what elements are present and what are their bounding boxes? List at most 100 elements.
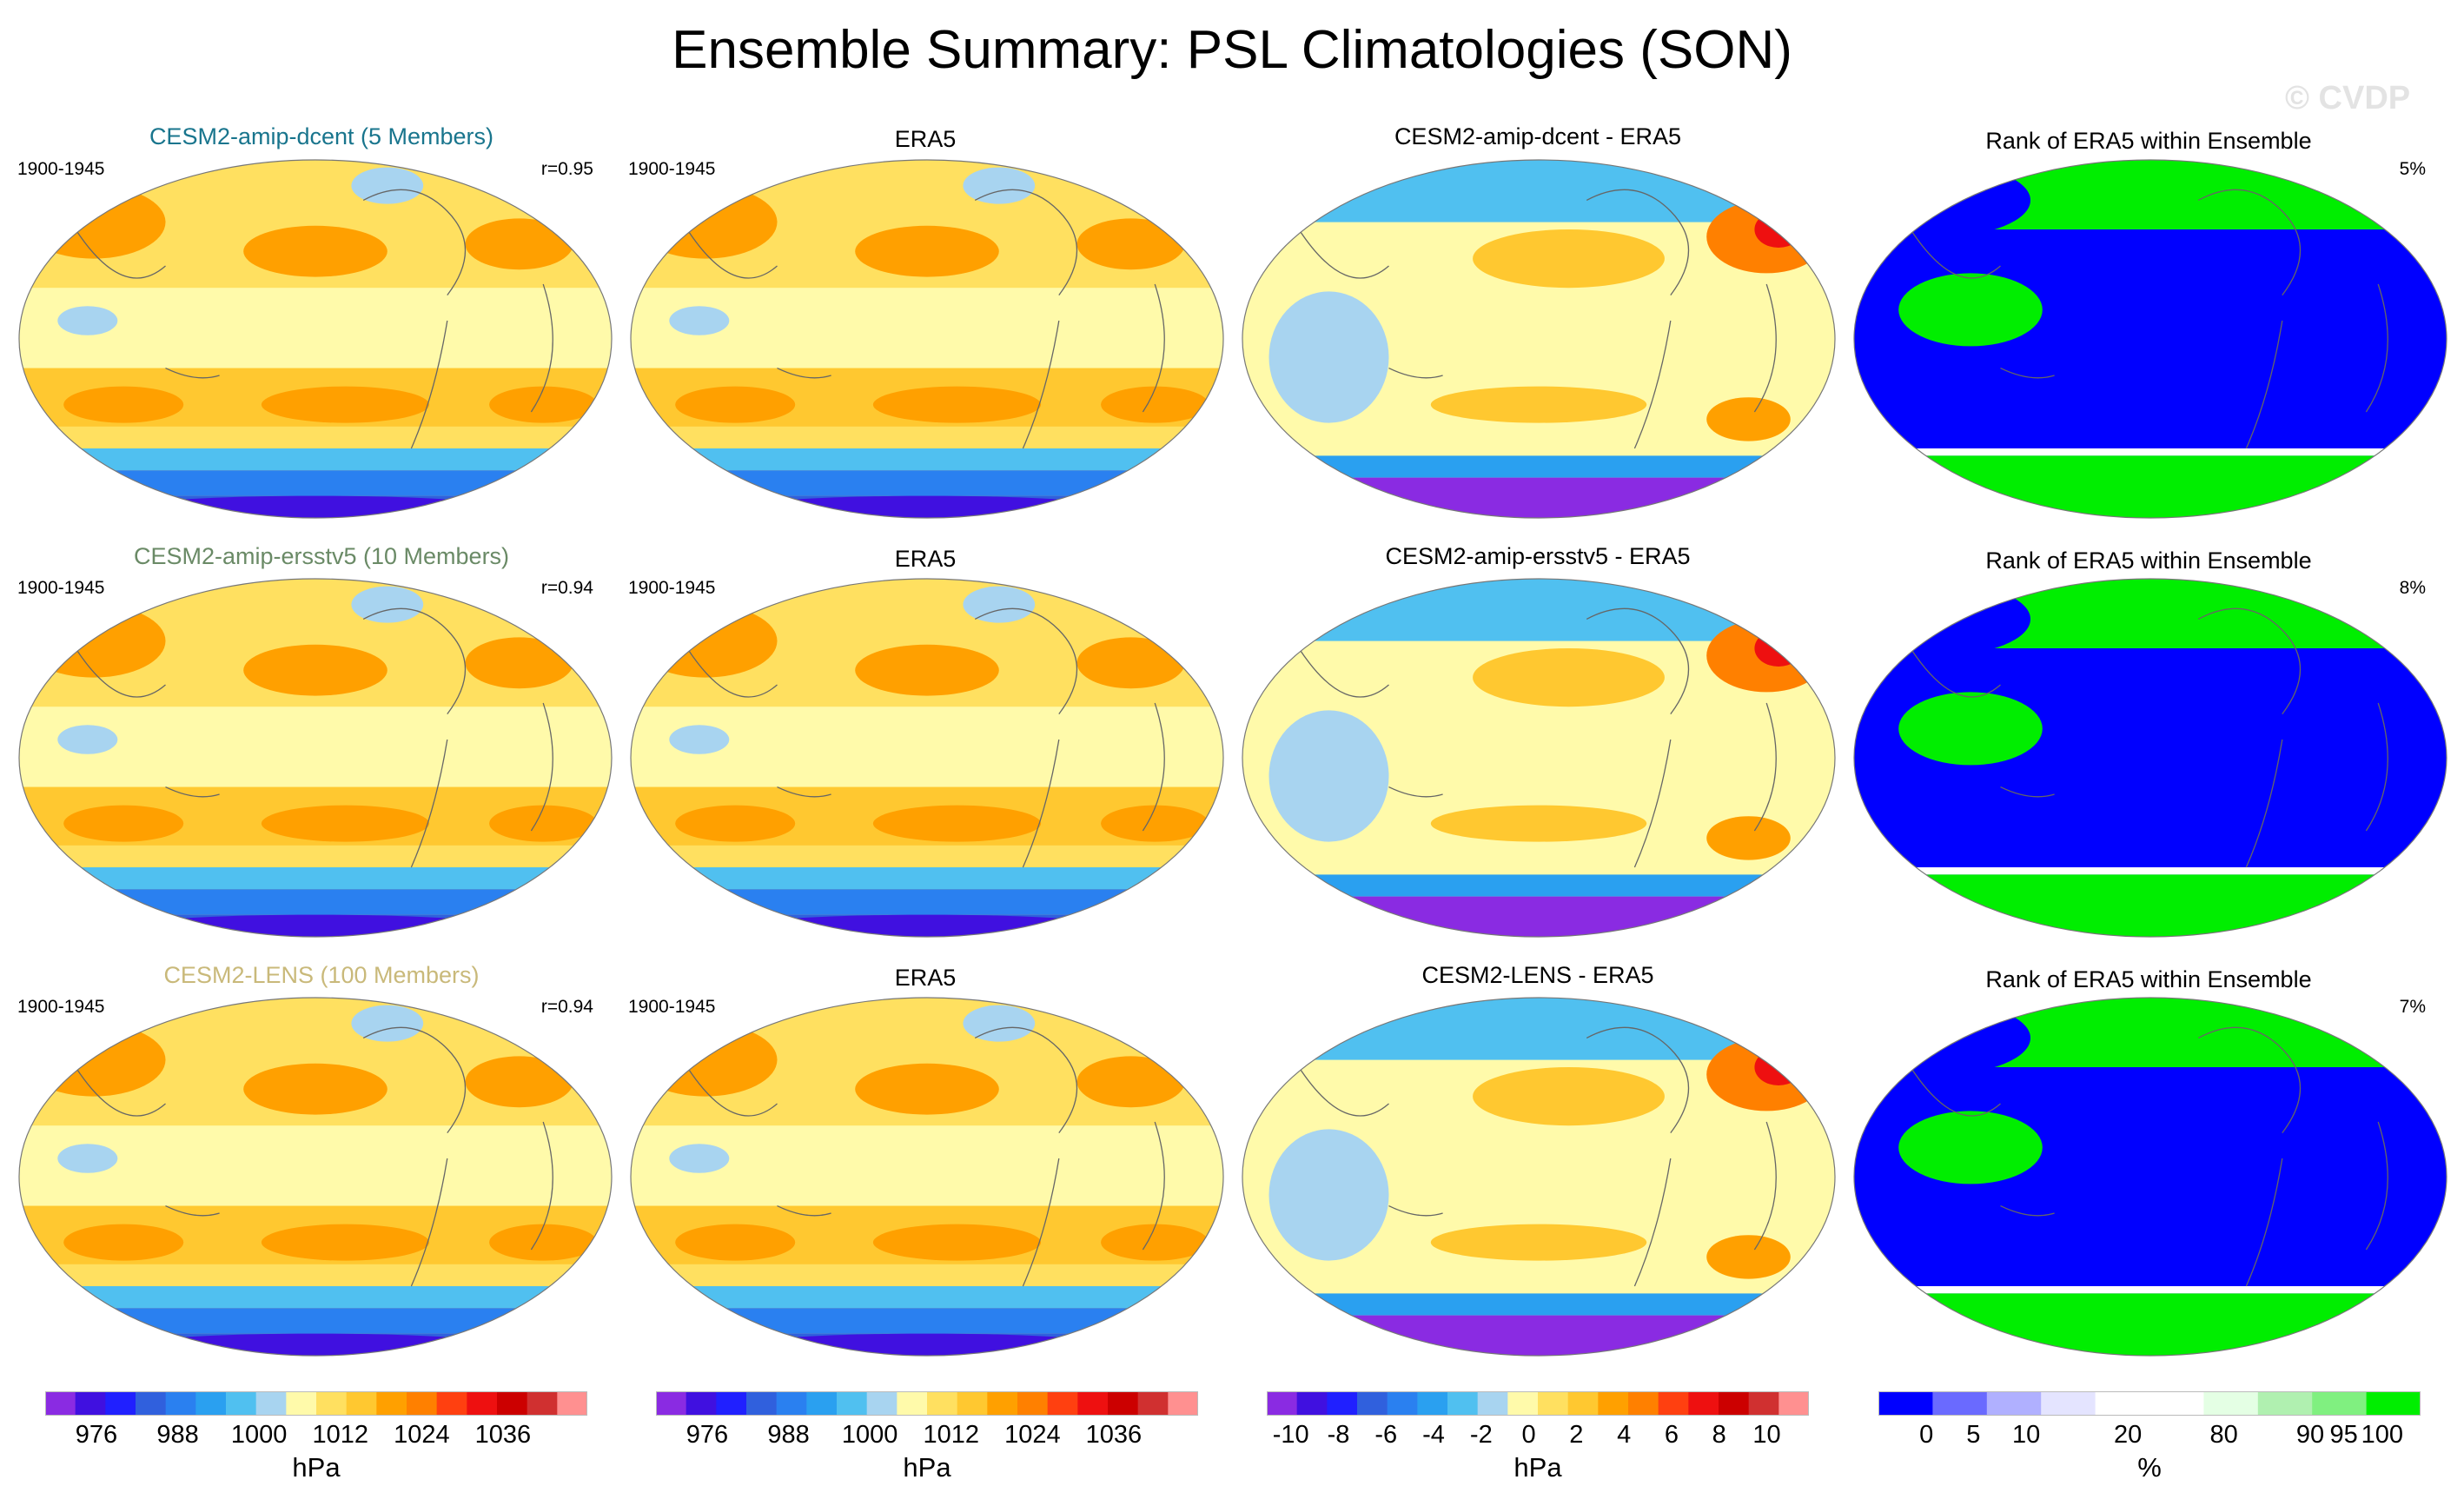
colorbar-box	[75, 1391, 106, 1416]
subpolar-trough	[19, 867, 612, 890]
coastline	[1022, 739, 1060, 868]
colorbar-box	[1387, 1391, 1418, 1416]
colorbar-box	[165, 1391, 196, 1416]
aleutian-low	[351, 1005, 424, 1042]
psl-colorbar-ensemble: 976 988 1000 1012 1024 1036 hPa	[45, 1391, 587, 1483]
obs-title: ERA5	[894, 126, 957, 152]
subtropical-high	[1101, 805, 1209, 842]
rank-low-region	[1854, 163, 2030, 237]
colorbar-box	[1778, 1391, 1809, 1416]
coastline	[1753, 283, 1777, 413]
correlation-label: r=0.94	[540, 997, 593, 1017]
aleutian-low	[963, 1005, 1036, 1042]
colorbar-box	[1168, 1391, 1198, 1416]
colorbar-box	[1507, 1391, 1539, 1416]
colorbar-box	[866, 1391, 898, 1416]
colorbar-box	[656, 1391, 687, 1416]
colorbar-boxes	[1267, 1391, 1809, 1416]
map-border	[18, 997, 613, 1357]
subtropical-high	[489, 805, 598, 842]
subtropical-high	[261, 805, 430, 842]
rank-title: Rank of ERA5 within Ensemble	[1985, 547, 2312, 574]
coastline	[165, 786, 220, 798]
colorbar-box	[226, 1391, 257, 1416]
continental-high	[21, 604, 166, 678]
colorbar-tick-label: 95	[2329, 1421, 2358, 1449]
colorbar-tick-label: 1024	[1004, 1421, 1061, 1449]
subtropical-high	[1101, 386, 1209, 423]
rank-high-region	[1898, 273, 2043, 347]
coastline	[777, 368, 831, 379]
subpolar-trough	[19, 1286, 612, 1309]
continental-high	[633, 604, 778, 678]
circumpolar-low	[747, 495, 1107, 518]
rank-mid-region	[1854, 867, 2447, 875]
low-pressure-cell	[669, 725, 730, 754]
coastline	[1633, 320, 1672, 449]
coastline	[974, 189, 1077, 295]
positive-anomaly	[1754, 630, 1803, 667]
figure-title: Ensemble Summary: PSL Climatologies (SON…	[672, 20, 1792, 80]
coastline	[1388, 368, 1443, 379]
colorbar-box	[1267, 1391, 1298, 1416]
low-pressure-cell	[57, 1144, 118, 1173]
coastline	[1298, 647, 1389, 698]
colorbar-box	[1447, 1391, 1479, 1416]
colorbar-boxes	[1878, 1391, 2421, 1416]
ensemble-psl-map	[18, 159, 613, 519]
rank-colorbar: 0 5 10 20 80 90 95 100%	[1878, 1391, 2421, 1483]
colorbar-box	[1417, 1391, 1448, 1416]
diff-title: CESM2-amip-dcent - ERA5	[1394, 123, 1682, 149]
coastline	[2245, 1158, 2283, 1287]
positive-anomaly	[1706, 816, 1791, 860]
continental-high	[633, 1023, 778, 1097]
ensemble-title-r2: CESM2-amip-ersstv5 (10 Members)	[133, 543, 510, 569]
negative-anomaly	[1268, 1129, 1389, 1261]
colorbar-box	[527, 1391, 558, 1416]
map-border	[1242, 159, 1836, 519]
coastline	[410, 320, 448, 449]
subtropical-high	[243, 644, 387, 696]
colorbar-box	[2041, 1391, 2096, 1416]
coastline	[2000, 786, 2055, 798]
map-border	[1853, 159, 2447, 519]
positive-anomaly	[1754, 1049, 1803, 1085]
colorbar-box	[1077, 1391, 1109, 1416]
period-label: 1900-1945	[628, 578, 716, 598]
subpolar-trough	[631, 470, 1223, 496]
low-pressure-cell	[57, 725, 118, 754]
colorbar-tick-label: 1036	[1085, 1421, 1143, 1449]
colorbar-box	[1017, 1391, 1049, 1416]
coastline	[1910, 229, 2001, 279]
rank-percent-label: 7%	[2399, 997, 2426, 1017]
subtropical-high	[675, 1224, 796, 1261]
coastline	[686, 647, 778, 698]
coastline	[2000, 1205, 2055, 1217]
subpolar-trough	[19, 889, 612, 915]
rank-title: Rank of ERA5 within Ensemble	[1985, 128, 2312, 154]
colorbar-tick-label: 80	[2209, 1421, 2238, 1449]
subtropical-high	[855, 225, 999, 277]
coastline	[686, 229, 778, 279]
positive-anomaly	[1754, 211, 1803, 248]
subpolar-trough	[631, 1308, 1223, 1334]
coastline	[1586, 607, 1689, 714]
diff-colorbar: -10 -8 -6 -4 -2 0 2 4 6 8 10 hPa	[1267, 1391, 1809, 1483]
coastline	[2365, 702, 2388, 832]
coastline	[1586, 1026, 1689, 1133]
subtropical-high	[63, 1224, 184, 1261]
map-border	[18, 578, 613, 938]
colorbar-box	[1296, 1391, 1328, 1416]
continental-high	[21, 185, 166, 259]
negative-anomaly	[1242, 477, 1835, 518]
coastline	[2365, 1121, 2388, 1251]
coastline	[410, 739, 448, 868]
colorbar-tick-label: 2	[1569, 1421, 1584, 1449]
colorbar-tick-label: 20	[2114, 1421, 2143, 1449]
colorbar-box	[2203, 1391, 2259, 1416]
negative-anomaly	[1242, 1293, 1835, 1316]
colorbar-box	[1567, 1391, 1599, 1416]
coastline	[1910, 647, 2001, 698]
colorbar-box	[45, 1391, 76, 1416]
colorbar-frame	[1267, 1391, 1809, 1416]
